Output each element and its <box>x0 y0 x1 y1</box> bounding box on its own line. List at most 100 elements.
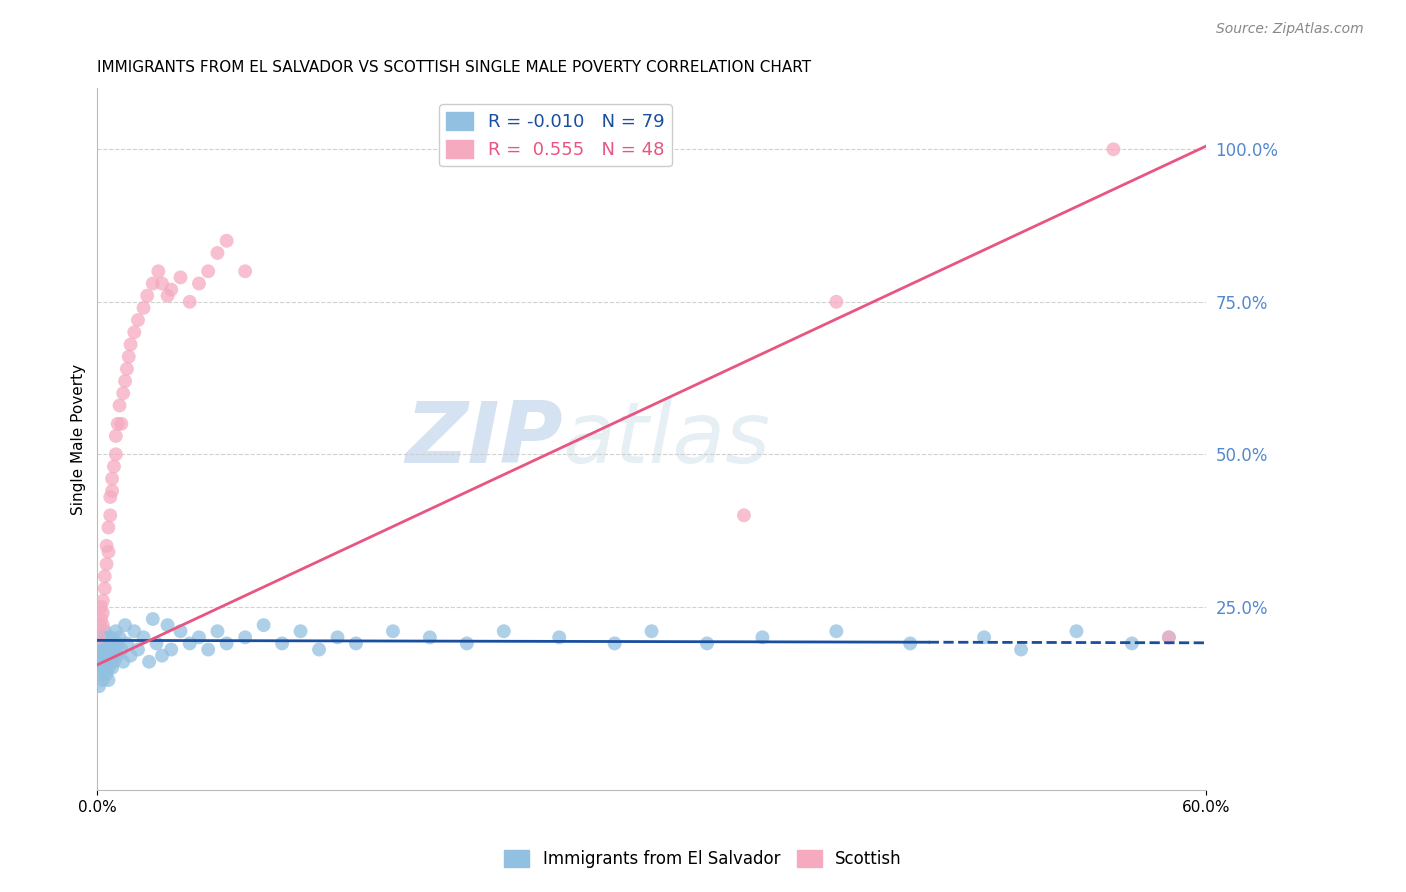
Point <box>179 636 201 650</box>
Point <box>145 636 167 650</box>
Point <box>98 490 121 504</box>
Point <box>110 642 132 657</box>
Point <box>110 417 132 431</box>
Point <box>89 642 111 657</box>
Point <box>1121 636 1143 650</box>
Point <box>197 264 219 278</box>
Point <box>696 636 718 650</box>
Point <box>188 277 211 291</box>
Point <box>973 630 995 644</box>
Point <box>96 539 118 553</box>
Point <box>103 636 125 650</box>
Point <box>179 294 201 309</box>
Point <box>91 673 114 687</box>
Point <box>114 618 136 632</box>
Point <box>160 283 183 297</box>
Point <box>252 618 274 632</box>
Point <box>93 582 115 596</box>
Point <box>825 294 848 309</box>
Point <box>91 661 114 675</box>
Point <box>89 661 111 675</box>
Point <box>90 612 112 626</box>
Point <box>104 447 127 461</box>
Point <box>107 636 129 650</box>
Point <box>127 313 149 327</box>
Point <box>136 288 159 302</box>
Point <box>91 655 114 669</box>
Point <box>108 630 131 644</box>
Point <box>142 612 165 626</box>
Point <box>148 264 170 278</box>
Point <box>1157 630 1180 644</box>
Point <box>156 618 179 632</box>
Point <box>97 648 120 663</box>
Point <box>96 667 118 681</box>
Point <box>91 593 114 607</box>
Point <box>326 630 349 644</box>
Point <box>97 545 120 559</box>
Point <box>93 624 115 639</box>
Point <box>112 655 135 669</box>
Point <box>89 679 111 693</box>
Point <box>233 264 256 278</box>
Point <box>97 520 120 534</box>
Point <box>156 288 179 302</box>
Point <box>98 630 121 644</box>
Point <box>127 642 149 657</box>
Point <box>93 661 115 675</box>
Point <box>90 599 112 614</box>
Point <box>1157 630 1180 644</box>
Point <box>98 508 121 523</box>
Point <box>1066 624 1088 639</box>
Point <box>90 648 112 663</box>
Point <box>101 648 124 663</box>
Text: atlas: atlas <box>562 398 770 481</box>
Point <box>150 277 173 291</box>
Point <box>98 642 121 657</box>
Point <box>207 624 229 639</box>
Text: IMMIGRANTS FROM EL SALVADOR VS SCOTTISH SINGLE MALE POVERTY CORRELATION CHART: IMMIGRANTS FROM EL SALVADOR VS SCOTTISH … <box>97 60 811 75</box>
Point <box>107 417 129 431</box>
Point <box>132 301 155 315</box>
Point <box>492 624 515 639</box>
Point <box>101 661 124 675</box>
Point <box>207 246 229 260</box>
Point <box>96 655 118 669</box>
Legend: R = -0.010   N = 79, R =  0.555   N = 48: R = -0.010 N = 79, R = 0.555 N = 48 <box>439 104 672 167</box>
Point <box>107 648 129 663</box>
Point <box>114 374 136 388</box>
Point <box>93 648 115 663</box>
Point <box>456 636 478 650</box>
Point <box>898 636 921 650</box>
Point <box>115 362 138 376</box>
Point <box>101 472 124 486</box>
Text: Source: ZipAtlas.com: Source: ZipAtlas.com <box>1216 22 1364 37</box>
Point <box>548 630 571 644</box>
Point <box>132 630 155 644</box>
Point <box>89 618 111 632</box>
Point <box>89 630 111 644</box>
Point <box>215 234 238 248</box>
Point <box>603 636 626 650</box>
Point <box>197 642 219 657</box>
Legend: Immigrants from El Salvador, Scottish: Immigrants from El Salvador, Scottish <box>498 843 908 875</box>
Point <box>169 624 191 639</box>
Point <box>344 636 367 650</box>
Point <box>142 277 165 291</box>
Point <box>90 636 112 650</box>
Point <box>169 270 191 285</box>
Point <box>1102 142 1125 156</box>
Point <box>101 483 124 498</box>
Point <box>118 350 141 364</box>
Point <box>96 557 118 571</box>
Point <box>93 636 115 650</box>
Point <box>98 655 121 669</box>
Point <box>124 624 146 639</box>
Point <box>308 642 330 657</box>
Point <box>188 630 211 644</box>
Text: ZIP: ZIP <box>405 398 562 481</box>
Point <box>93 569 115 583</box>
Point <box>97 661 120 675</box>
Point <box>1010 642 1032 657</box>
Point <box>108 399 131 413</box>
